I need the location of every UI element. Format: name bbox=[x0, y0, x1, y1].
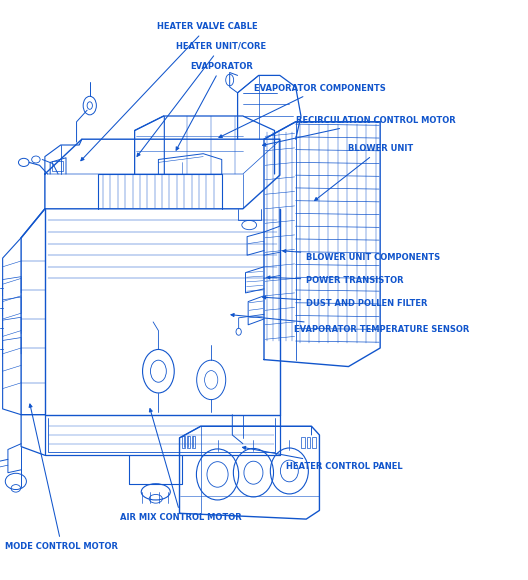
Text: HEATER CONTROL PANEL: HEATER CONTROL PANEL bbox=[242, 447, 403, 471]
Text: DUST AND POLLEN FILTER: DUST AND POLLEN FILTER bbox=[262, 296, 428, 309]
Bar bbox=[301, 437, 305, 448]
Text: BLOWER UNIT: BLOWER UNIT bbox=[315, 144, 414, 201]
Bar bbox=[307, 437, 310, 448]
Text: RECIRCULATION CONTROL MOTOR: RECIRCULATION CONTROL MOTOR bbox=[262, 116, 456, 146]
Text: POWER TRANSISTOR: POWER TRANSISTOR bbox=[267, 276, 404, 285]
Text: EVAPORATOR TEMPERATURE SENSOR: EVAPORATOR TEMPERATURE SENSOR bbox=[231, 314, 469, 334]
Text: EVAPORATOR: EVAPORATOR bbox=[176, 61, 253, 150]
Bar bbox=[187, 436, 190, 448]
Text: HEATER UNIT/CORE: HEATER UNIT/CORE bbox=[137, 42, 266, 157]
Bar bbox=[312, 437, 316, 448]
Text: EVAPORATOR COMPONENTS: EVAPORATOR COMPONENTS bbox=[219, 84, 386, 137]
Bar bbox=[182, 436, 185, 448]
Text: HEATER VALVE CABLE: HEATER VALVE CABLE bbox=[81, 22, 258, 161]
Text: MODE CONTROL MOTOR: MODE CONTROL MOTOR bbox=[5, 404, 118, 551]
Text: AIR MIX CONTROL MOTOR: AIR MIX CONTROL MOTOR bbox=[120, 409, 242, 522]
Bar bbox=[192, 436, 195, 448]
Bar bbox=[52, 161, 63, 171]
Text: BLOWER UNIT COMPONENTS: BLOWER UNIT COMPONENTS bbox=[282, 249, 440, 262]
